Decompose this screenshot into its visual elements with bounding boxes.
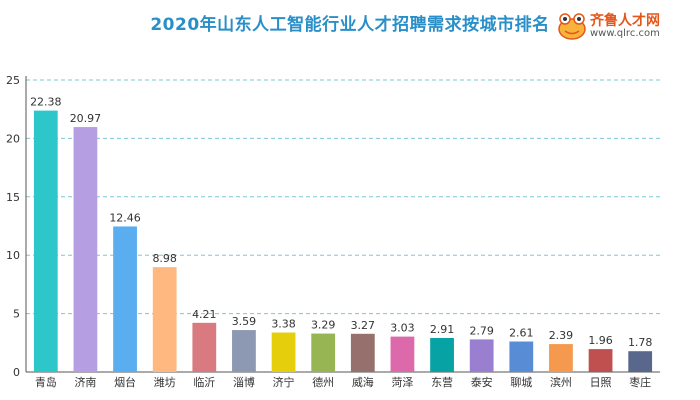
bar xyxy=(628,351,653,372)
x-tick-label: 威海 xyxy=(352,375,374,389)
y-tick-label: 20 xyxy=(6,132,20,145)
bar xyxy=(311,333,336,372)
bar xyxy=(152,267,177,372)
data-label: 1.78 xyxy=(628,336,653,349)
bar xyxy=(192,322,217,372)
data-label: 2.79 xyxy=(469,324,494,337)
y-tick-label: 25 xyxy=(6,74,20,87)
x-tick-label: 滨州 xyxy=(550,375,572,389)
bar xyxy=(232,330,256,372)
bar xyxy=(549,344,573,372)
data-label: 3.27 xyxy=(351,319,376,332)
logo-name: 齐鲁人才网 xyxy=(590,13,660,29)
y-tick-label: 15 xyxy=(6,191,20,204)
x-tick-label: 济南 xyxy=(74,375,96,389)
bar xyxy=(113,226,137,372)
y-tick-label: 5 xyxy=(13,308,20,321)
bar xyxy=(430,338,454,372)
bar xyxy=(390,336,415,372)
y-tick-label: 10 xyxy=(6,249,20,262)
y-tick-label: 0 xyxy=(13,366,20,379)
x-tick-label: 临沂 xyxy=(193,375,215,389)
x-tick-label: 烟台 xyxy=(114,375,136,389)
data-label: 2.91 xyxy=(430,323,455,336)
bar xyxy=(271,332,296,372)
bar xyxy=(588,349,613,372)
x-tick-label: 泰安 xyxy=(471,375,493,389)
data-label: 12.46 xyxy=(109,211,141,224)
logo-url: www.qlrc.com xyxy=(590,28,660,39)
x-tick-label: 德州 xyxy=(312,375,334,389)
x-tick-label: 淄博 xyxy=(233,376,255,389)
frog-mascot-icon xyxy=(558,13,586,40)
data-label: 3.29 xyxy=(311,319,336,332)
x-tick-label: 日照 xyxy=(590,376,612,389)
x-tick-label: 聊城 xyxy=(510,375,532,389)
data-label: 4.21 xyxy=(192,308,217,321)
x-tick-label: 菏泽 xyxy=(391,376,413,389)
data-label: 2.61 xyxy=(509,327,534,340)
bar xyxy=(73,127,98,372)
data-label: 3.38 xyxy=(271,318,296,331)
site-logo: 齐鲁人才网 www.qlrc.com xyxy=(556,8,686,48)
x-tick-label: 东营 xyxy=(431,375,453,389)
bar xyxy=(350,333,375,372)
data-label: 1.96 xyxy=(588,334,613,347)
chart-title: 2020年山东人工智能行业人才招聘需求按城市排名 xyxy=(150,15,550,35)
data-label: 3.59 xyxy=(232,315,257,328)
data-label: 3.03 xyxy=(390,322,415,335)
data-label: 22.38 xyxy=(30,96,62,109)
data-label: 8.98 xyxy=(152,252,177,265)
data-label: 20.97 xyxy=(70,112,102,125)
data-label: 2.39 xyxy=(549,329,574,342)
x-tick-label: 济宁 xyxy=(273,375,295,389)
x-tick-label: 青岛 xyxy=(35,375,57,389)
x-tick-label: 枣庄 xyxy=(629,375,651,389)
bar xyxy=(33,110,58,373)
bar xyxy=(509,341,534,372)
x-tick-label: 潍坊 xyxy=(154,375,176,389)
bar xyxy=(469,339,494,372)
